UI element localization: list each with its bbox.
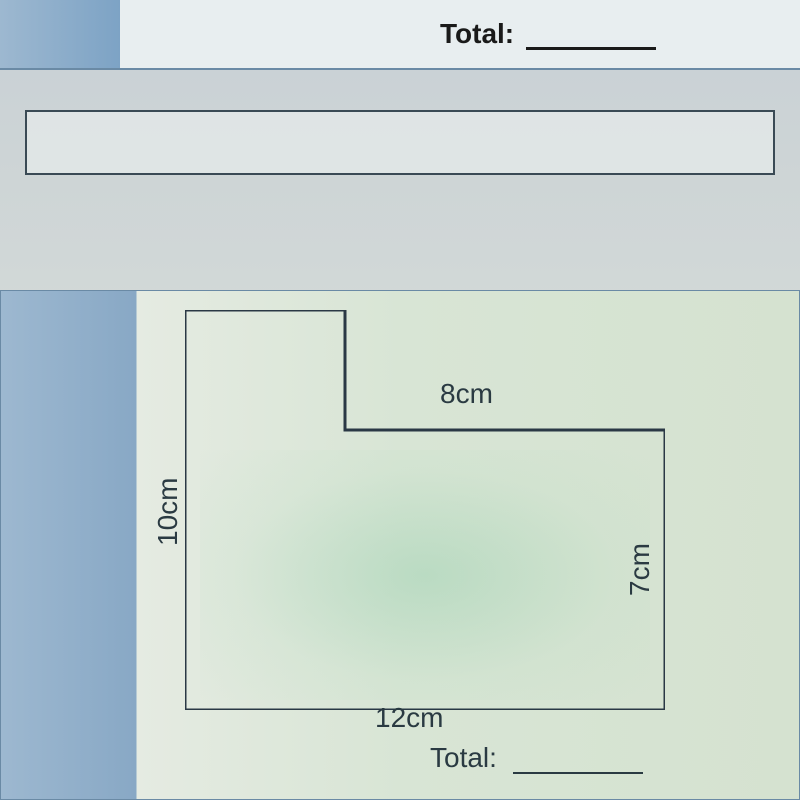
- bottom-total-blank-line: [513, 772, 643, 774]
- label-left-height: 10cm: [152, 478, 184, 546]
- l-shape-svg: [185, 310, 665, 710]
- bottom-total-label: Total:: [430, 742, 643, 774]
- middle-empty-box: [25, 110, 775, 175]
- label-right-height: 7cm: [624, 543, 656, 596]
- top-panel: Total:: [0, 0, 800, 70]
- label-bottom-width: 12cm: [375, 702, 443, 734]
- shape-container: [185, 310, 665, 710]
- top-total-text: Total:: [440, 18, 514, 49]
- bottom-total-text: Total:: [430, 742, 497, 773]
- top-total-blank-line: [526, 47, 656, 50]
- label-notch-width: 8cm: [440, 378, 493, 410]
- l-shape-polygon: [185, 310, 665, 710]
- top-total-label: Total:: [440, 18, 656, 50]
